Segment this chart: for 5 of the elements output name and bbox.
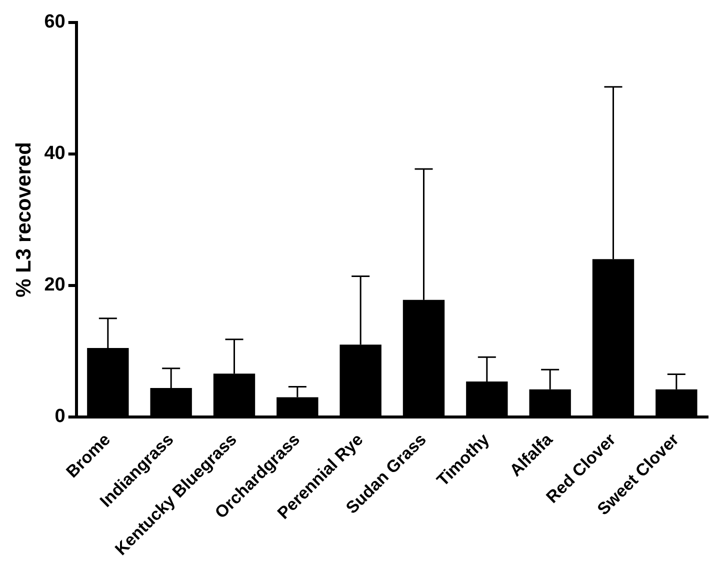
y-tick-label: 40	[44, 143, 66, 164]
y-axis-title: % L3 recovered	[12, 142, 36, 298]
y-tick-label: 60	[44, 12, 66, 33]
y-tick-label: 0	[54, 406, 66, 428]
y-tick-label: 20	[44, 274, 66, 296]
